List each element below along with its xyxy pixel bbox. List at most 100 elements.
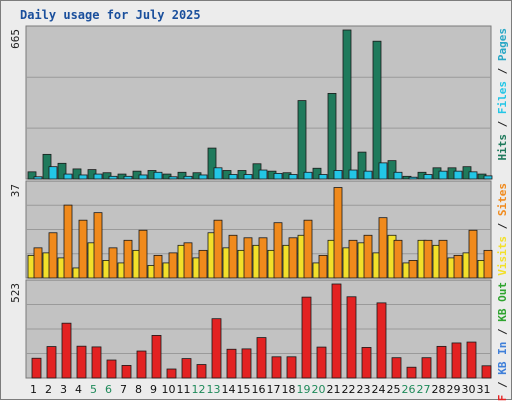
legend-separator: /: [496, 61, 509, 81]
bar-sites-day-4: [78, 219, 88, 279]
bar-files-day-15: [243, 174, 253, 180]
bar-files-day-28: [438, 170, 448, 180]
bar-kb-f-day-14: [226, 348, 237, 379]
bar-sites-day-5: [93, 212, 103, 279]
bar-kb-f-day-12: [196, 364, 207, 379]
bar-files-day-23: [363, 170, 373, 180]
bar-sites-day-22: [348, 239, 358, 279]
bar-kb-f-day-24: [376, 302, 387, 379]
bar-kb-f-day-25: [391, 357, 402, 379]
day-label-13: 13: [207, 383, 221, 396]
bar-sites-day-3: [63, 204, 73, 279]
bar-sites-day-11: [183, 242, 193, 279]
bar-sites-day-20: [318, 254, 328, 279]
bar-kb-f-day-5: [91, 346, 102, 379]
legend-label-pages: Pages: [496, 28, 509, 61]
bar-hits-day-23: [357, 151, 367, 180]
legend-label-visits: Visits: [496, 236, 509, 276]
bar-files-day-30: [468, 171, 478, 180]
bar-kb-f-day-10: [166, 368, 177, 379]
bar-files-day-13: [213, 167, 223, 180]
ymax-label-bottom: 523: [9, 283, 22, 303]
bar-files-day-7: [123, 175, 133, 180]
bar-files-day-16: [258, 169, 268, 180]
bar-files-day-27: [423, 174, 433, 180]
legend-separator: /: [496, 216, 509, 236]
bar-sites-day-1: [33, 247, 43, 279]
day-label-3: 3: [60, 383, 67, 396]
legend-label-hits: Hits: [496, 134, 509, 161]
bar-kb-f-day-6: [106, 359, 117, 379]
bar-kb-f-day-26: [406, 366, 417, 379]
bar-sites-day-15: [243, 237, 253, 279]
day-label-25: 25: [387, 383, 401, 396]
bar-kb-f-day-11: [181, 358, 192, 379]
bar-sites-day-8: [138, 229, 148, 279]
day-label-22: 22: [342, 383, 356, 396]
bar-sites-day-19: [303, 219, 313, 279]
bar-hits-day-24: [372, 40, 382, 180]
legend-middle: Visits / Sites: [496, 183, 509, 276]
bar-kb-f-day-7: [121, 365, 132, 379]
bar-kb-f-day-22: [346, 296, 357, 379]
bar-files-day-2: [48, 166, 58, 180]
bar-kb-f-day-21: [331, 283, 342, 379]
bar-files-day-22: [348, 169, 358, 180]
bar-files-day-1: [33, 176, 43, 180]
bar-kb-f-day-18: [286, 356, 297, 379]
day-label-26: 26: [402, 383, 416, 396]
bar-sites-day-27: [423, 239, 433, 279]
day-label-6: 6: [105, 383, 112, 396]
bar-sites-day-2: [48, 232, 58, 279]
bar-sites-day-28: [438, 239, 448, 279]
day-label-18: 18: [282, 383, 296, 396]
day-label-29: 29: [447, 383, 461, 396]
bar-files-day-24: [378, 162, 388, 180]
bar-sites-day-26: [408, 260, 418, 279]
bar-files-day-11: [183, 175, 193, 180]
bar-files-day-12: [198, 174, 208, 180]
bar-kb-f-day-23: [361, 347, 372, 379]
ymax-label-top: 665: [9, 29, 22, 49]
bar-files-day-14: [228, 174, 238, 180]
bar-files-day-29: [453, 170, 463, 180]
bar-sites-day-6: [108, 247, 118, 279]
day-label-11: 11: [177, 383, 191, 396]
bar-sites-day-24: [378, 217, 388, 279]
day-label-27: 27: [417, 383, 431, 396]
legend-top: Hits / Files / Pages: [496, 28, 509, 161]
bar-hits-day-20: [312, 167, 322, 180]
bar-kb-f-day-19: [301, 296, 312, 379]
bar-kb-f-day-29: [451, 342, 462, 379]
legend-separator: /: [496, 114, 509, 134]
day-label-24: 24: [372, 383, 386, 396]
bar-files-day-6: [108, 175, 118, 180]
day-label-10: 10: [162, 383, 176, 396]
bar-kb-f-day-28: [436, 345, 447, 379]
bar-sites-day-7: [123, 239, 133, 279]
bar-files-day-25: [393, 171, 403, 180]
bar-sites-day-13: [213, 219, 223, 279]
bar-files-day-26: [408, 176, 418, 180]
day-label-8: 8: [135, 383, 142, 396]
bar-files-day-5: [93, 173, 103, 180]
bar-hits-day-1: [27, 171, 37, 180]
day-label-20: 20: [312, 383, 326, 396]
legend-label-kb-f: KB F: [496, 395, 509, 401]
day-label-2: 2: [45, 383, 52, 396]
bar-sites-day-21: [333, 187, 343, 279]
legend-bottom: KB F / KB In / KB Out: [496, 282, 509, 401]
day-label-23: 23: [357, 383, 371, 396]
legend-separator: /: [496, 322, 509, 342]
bar-hits-day-13: [207, 147, 217, 180]
bar-sites-day-29: [453, 254, 463, 279]
bar-files-day-20: [318, 174, 328, 180]
bar-sites-day-10: [168, 252, 178, 279]
bar-sites-day-16: [258, 237, 268, 279]
bar-kb-f-day-16: [256, 337, 267, 379]
day-label-12: 12: [192, 383, 206, 396]
bar-hits-day-21: [327, 93, 337, 180]
panel-top: [25, 25, 492, 180]
bar-kb-f-day-15: [241, 348, 252, 379]
